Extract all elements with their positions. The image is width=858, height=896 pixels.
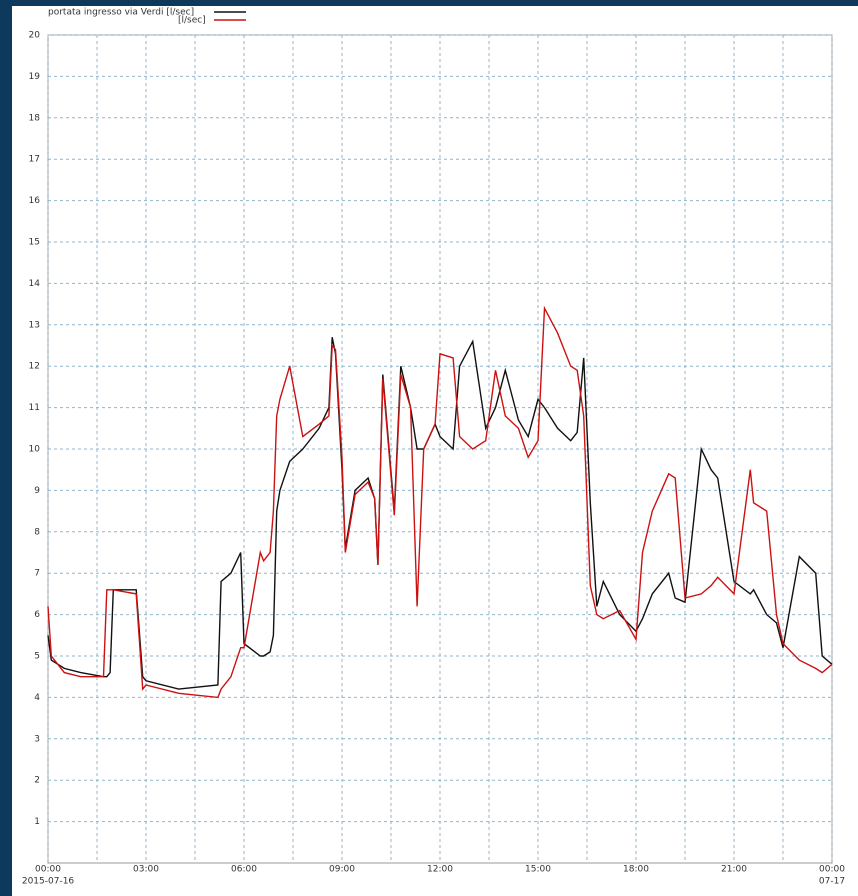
x-date-label: 07-17 [819, 877, 845, 887]
y-tick-label: 16 [29, 196, 41, 206]
y-tick-label: 8 [34, 527, 40, 537]
y-tick-label: 2 [34, 776, 40, 786]
chart-panel [12, 6, 858, 896]
y-tick-label: 4 [34, 693, 40, 703]
legend-label: portata ingresso via Verdi [l/sec] [48, 8, 194, 18]
y-tick-label: 19 [29, 72, 41, 82]
legend-label: [l/sec] [178, 16, 206, 26]
y-tick-label: 3 [34, 734, 40, 744]
y-tick-label: 14 [29, 279, 41, 289]
y-tick-label: 17 [29, 155, 40, 165]
series-line [47, 337, 833, 690]
y-tick-label: 9 [34, 486, 40, 496]
x-tick-label: 06:00 [231, 865, 257, 875]
y-tick-label: 12 [29, 362, 40, 372]
y-tick-label: 5 [34, 652, 40, 662]
series-line [47, 305, 833, 699]
x-tick-label: 12:00 [427, 865, 453, 875]
x-tick-label: 09:00 [329, 865, 355, 875]
x-tick-label: 21:00 [721, 865, 747, 875]
x-tick-label: 00:00 [819, 865, 845, 875]
x-tick-label: 03:00 [133, 865, 159, 875]
y-tick-label: 15 [29, 238, 40, 248]
y-tick-label: 11 [29, 403, 40, 413]
x-tick-label: 18:00 [623, 865, 649, 875]
x-tick-label: 00:00 [35, 865, 61, 875]
y-tick-label: 18 [29, 113, 41, 123]
x-date-label: 2015-07-16 [22, 877, 75, 887]
y-tick-label: 13 [29, 320, 40, 330]
y-tick-label: 20 [29, 31, 41, 41]
y-tick-label: 6 [34, 610, 40, 620]
y-tick-label: 10 [29, 445, 41, 455]
y-tick-label: 1 [34, 817, 40, 827]
y-tick-label: 7 [34, 569, 40, 579]
x-tick-label: 15:00 [525, 865, 551, 875]
